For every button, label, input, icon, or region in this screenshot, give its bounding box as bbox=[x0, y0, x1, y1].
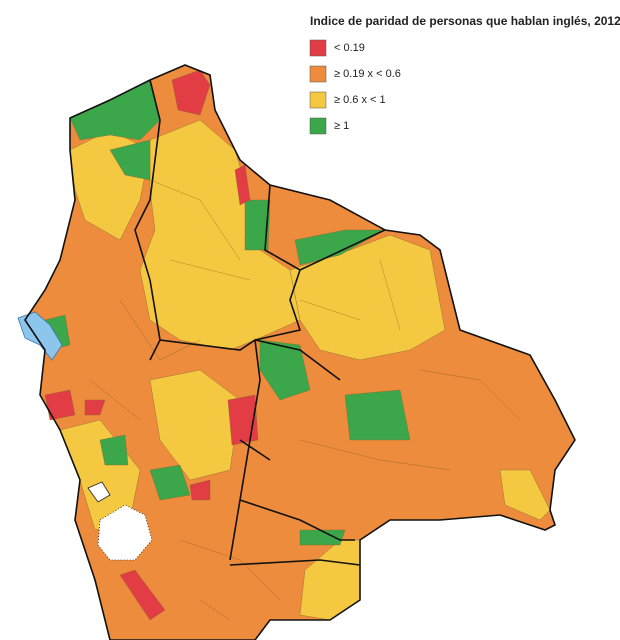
region bbox=[244, 199, 271, 251]
region bbox=[149, 369, 241, 481]
legend-label: ≥ 1 bbox=[334, 120, 349, 132]
legend-label: < 0.19 bbox=[334, 42, 365, 54]
region bbox=[171, 69, 211, 116]
legend-title: Indice de paridad de personas que hablan… bbox=[310, 14, 620, 28]
lake-titicaca bbox=[17, 311, 63, 361]
region bbox=[294, 229, 386, 266]
region bbox=[234, 164, 251, 206]
region bbox=[44, 389, 76, 421]
region bbox=[189, 479, 211, 501]
country-outline bbox=[24, 64, 576, 640]
salar-coipasa bbox=[87, 481, 111, 503]
legend-swatch bbox=[309, 91, 327, 109]
legend-swatch bbox=[309, 39, 327, 57]
region bbox=[289, 234, 446, 361]
legend-swatch bbox=[309, 117, 327, 135]
region bbox=[149, 464, 191, 501]
legend: Indice de paridad de personas que hablan… bbox=[309, 14, 620, 135]
municipal-borders bbox=[89, 179, 521, 621]
salar bbox=[97, 504, 153, 561]
region bbox=[84, 399, 106, 416]
region bbox=[344, 389, 411, 441]
region bbox=[299, 529, 346, 546]
region bbox=[69, 79, 161, 141]
region bbox=[119, 569, 166, 621]
legend-swatch bbox=[309, 65, 327, 83]
department-borders bbox=[134, 79, 386, 566]
legend-label: ≥ 0.19 x < 0.6 bbox=[334, 68, 401, 80]
regions bbox=[24, 64, 576, 640]
region bbox=[99, 434, 129, 466]
legend-label: ≥ 0.6 x < 1 bbox=[334, 94, 386, 106]
region bbox=[499, 469, 551, 521]
region bbox=[259, 339, 311, 401]
